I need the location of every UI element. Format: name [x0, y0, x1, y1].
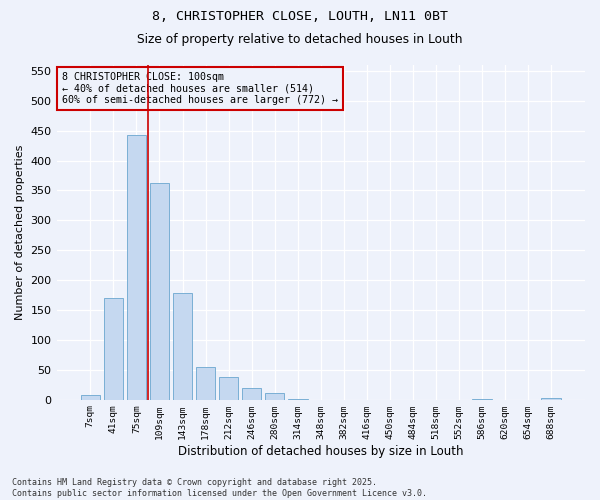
Bar — [219, 377, 238, 400]
Text: Contains HM Land Registry data © Crown copyright and database right 2025.
Contai: Contains HM Land Registry data © Crown c… — [12, 478, 427, 498]
Bar — [541, 398, 561, 400]
Text: Size of property relative to detached houses in Louth: Size of property relative to detached ho… — [137, 32, 463, 46]
Bar — [196, 366, 215, 400]
Y-axis label: Number of detached properties: Number of detached properties — [15, 144, 25, 320]
Bar — [265, 393, 284, 400]
Bar — [104, 298, 123, 400]
Bar — [127, 135, 146, 400]
X-axis label: Distribution of detached houses by size in Louth: Distribution of detached houses by size … — [178, 444, 464, 458]
Text: 8 CHRISTOPHER CLOSE: 100sqm
← 40% of detached houses are smaller (514)
60% of se: 8 CHRISTOPHER CLOSE: 100sqm ← 40% of det… — [62, 72, 338, 105]
Bar — [80, 395, 100, 400]
Bar — [242, 388, 262, 400]
Text: 8, CHRISTOPHER CLOSE, LOUTH, LN11 0BT: 8, CHRISTOPHER CLOSE, LOUTH, LN11 0BT — [152, 10, 448, 23]
Bar — [288, 399, 308, 400]
Bar — [149, 182, 169, 400]
Bar — [173, 293, 193, 400]
Bar — [472, 399, 492, 400]
